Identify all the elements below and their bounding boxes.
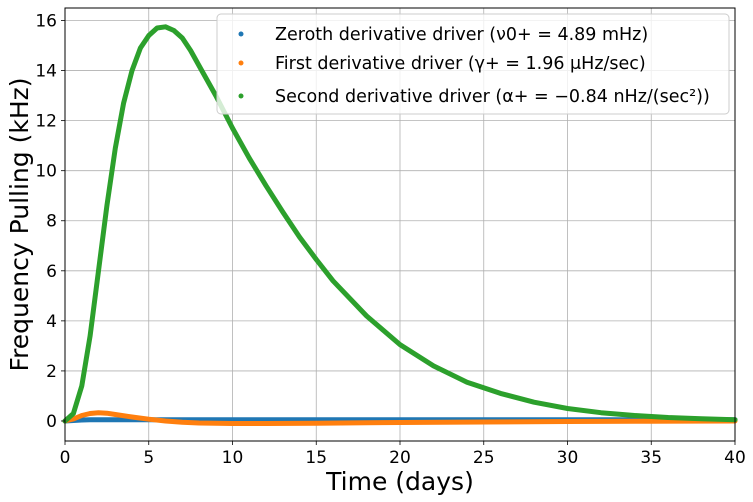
series-2 (62, 24, 738, 424)
data-point (154, 25, 160, 31)
data-point (79, 413, 84, 418)
data-point (196, 420, 202, 426)
legend-marker (238, 31, 244, 37)
data-point (632, 413, 637, 418)
data-point (163, 418, 168, 424)
data-point (104, 411, 110, 416)
data-point (71, 416, 76, 422)
y-tick-label: 10 (35, 162, 57, 182)
legend-box (216, 13, 730, 115)
data-point (87, 411, 93, 416)
data-point (87, 333, 93, 339)
x-tick-label: 5 (143, 448, 154, 468)
data-point (598, 410, 604, 415)
data-point (146, 33, 151, 38)
x-tick-label: 30 (557, 448, 579, 468)
data-point (431, 363, 436, 369)
data-point (96, 417, 101, 422)
legend: Zeroth derivative driver (ν0+ = 4.89 mHz… (216, 13, 730, 115)
x-tick-label: 0 (60, 448, 71, 468)
y-tick-label: 2 (46, 362, 57, 382)
data-point (481, 419, 486, 425)
data-point (87, 417, 93, 422)
x-axis-title: Time (days) (325, 467, 474, 496)
y-tick-label: 14 (35, 62, 57, 82)
data-point (565, 406, 570, 411)
data-point (247, 155, 252, 161)
data-point (71, 411, 76, 416)
data-point (263, 421, 269, 426)
data-point (79, 417, 84, 423)
data-point (96, 268, 101, 274)
y-tick-label: 12 (35, 112, 57, 132)
x-tick-label: 25 (473, 448, 495, 468)
data-point (565, 419, 570, 424)
data-point (180, 35, 185, 41)
data-point (330, 278, 336, 284)
data-point (263, 183, 269, 188)
data-point (163, 24, 168, 29)
data-point (397, 342, 403, 347)
data-point (230, 421, 235, 426)
legend-label: First derivative driver (γ+ = 1.96 μHz/s… (275, 54, 646, 74)
x-tick-label: 15 (305, 448, 327, 468)
data-point (79, 383, 84, 389)
data-point (665, 415, 671, 420)
data-point (314, 257, 319, 262)
x-tick-label: 10 (222, 448, 244, 468)
data-point (397, 420, 403, 425)
y-tick-label: 4 (46, 312, 57, 332)
data-point (121, 100, 126, 106)
data-point (364, 420, 369, 425)
data-point (531, 400, 537, 405)
data-point (129, 414, 135, 420)
data-point (146, 417, 151, 422)
data-point (129, 68, 135, 73)
data-point (113, 412, 118, 417)
x-tick-label: 40 (724, 448, 746, 468)
y-tick-label: 6 (46, 262, 57, 282)
data-point (699, 416, 704, 421)
ticks: 0 5 10 15 20 25 30 35 40 0 2 4 6 8 10 12 14 16 (35, 12, 745, 468)
y-tick-label: 16 (35, 12, 57, 32)
x-tick-label: 35 (640, 448, 662, 468)
data-point (464, 379, 470, 385)
data-point (230, 125, 235, 131)
data-point (498, 391, 503, 396)
y-tick-label: 8 (46, 212, 57, 232)
data-point (138, 45, 143, 51)
data-point (104, 203, 110, 208)
series-layer (62, 24, 738, 426)
y-axis-title: Frequency Pulling (kHz) (5, 78, 34, 372)
legend-label: Zeroth derivative driver (ν0+ = 4.89 mHz… (275, 25, 648, 45)
data-point (314, 421, 319, 426)
data-point (171, 28, 177, 33)
data-point (297, 234, 302, 240)
legend-marker (238, 93, 244, 99)
data-point (649, 419, 654, 424)
data-point (196, 63, 202, 68)
data-point (280, 209, 285, 215)
legend-label: Second derivative driver (α+ = −0.84 nHz… (275, 87, 710, 107)
data-point (364, 313, 369, 319)
data-point (230, 417, 235, 422)
data-point (113, 145, 118, 151)
data-point (188, 48, 193, 53)
y-tick-label: 0 (46, 412, 57, 432)
legend-marker (238, 60, 244, 66)
data-point (96, 410, 101, 415)
data-point (113, 417, 118, 422)
data-point (180, 420, 185, 425)
x-tick-label: 20 (389, 448, 411, 468)
